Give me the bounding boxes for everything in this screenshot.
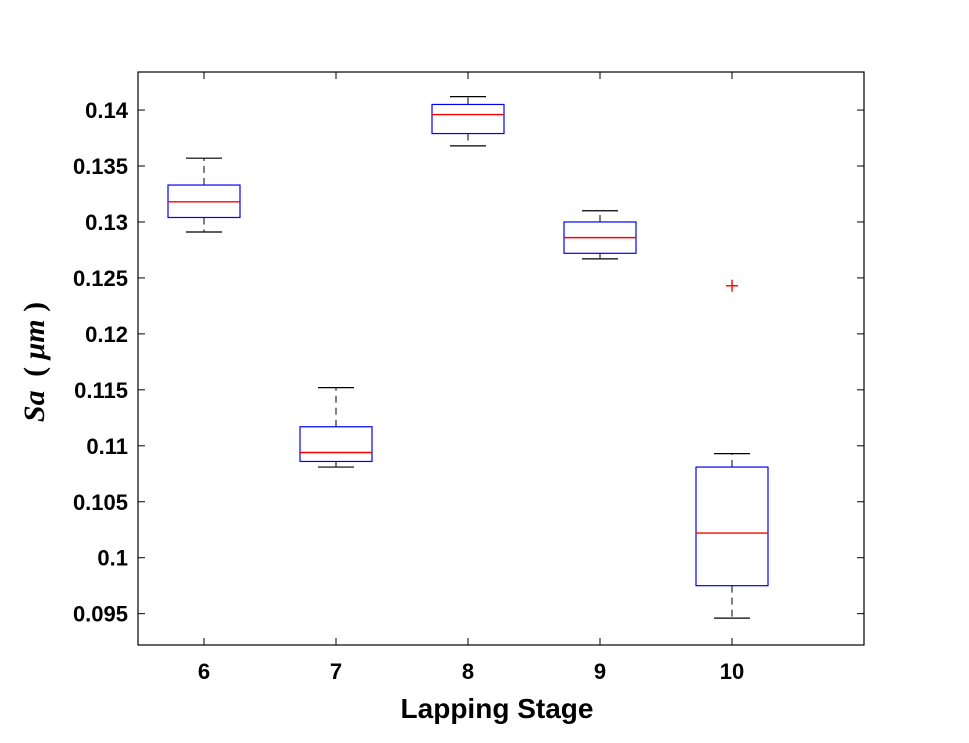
iqr-box (695, 466, 769, 587)
y-tick-label: 0.13 (85, 210, 128, 235)
box-stage-10 (695, 279, 769, 619)
x-tick-label: 9 (594, 659, 606, 684)
box-stage-7 (299, 386, 373, 468)
iqr-box (431, 103, 505, 135)
iqr-box (299, 426, 373, 463)
y-tick-label: 0.14 (85, 98, 129, 123)
y-axis-label-open: ( (18, 367, 51, 377)
y-tick-label: 0.105 (73, 490, 128, 515)
y-tick-label: 0.1 (97, 546, 128, 571)
y-tick-label: 0.095 (73, 602, 128, 627)
y-axis-label: Sa ( μm ) (18, 302, 51, 422)
x-axis: 6 7 8 9 10 (198, 72, 744, 684)
y-axis-label-close: ) (18, 302, 51, 312)
y-axis-label-var: Sa (18, 390, 51, 422)
box-stage-9 (563, 210, 637, 260)
x-tick-label: 10 (720, 659, 744, 684)
y-tick-label: 0.135 (73, 154, 128, 179)
y-axis: 0.095 0.1 0.105 0.11 0.115 0.12 0.125 0.13 0.135… (73, 98, 864, 627)
box-stage-8 (431, 96, 505, 147)
x-tick-label: 8 (462, 659, 474, 684)
x-tick-label: 7 (330, 659, 342, 684)
x-axis-label: Lapping Stage (401, 693, 594, 724)
box-series (167, 96, 769, 619)
box-stage-6 (167, 157, 241, 233)
y-axis-label-unit: μm (18, 319, 51, 361)
y-tick-label: 0.12 (85, 322, 128, 347)
x-tick-label: 6 (198, 659, 210, 684)
y-tick-label: 0.115 (74, 378, 128, 403)
y-tick-label: 0.125 (73, 266, 128, 291)
outlier-marker (726, 279, 738, 292)
y-tick-label: 0.11 (86, 434, 128, 459)
